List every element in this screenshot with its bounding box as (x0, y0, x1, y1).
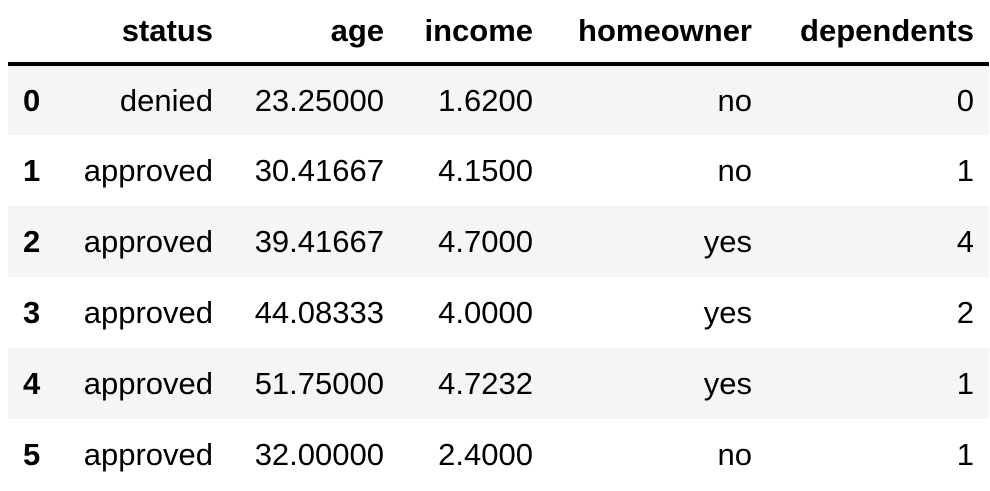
cell-status: denied (60, 64, 228, 135)
table-header: status age income homeowner dependents (8, 0, 989, 66)
header-row: status age income homeowner dependents (8, 0, 989, 66)
cell-status: approved (60, 348, 228, 419)
cell-income: 4.1500 (399, 135, 548, 206)
row-index: 2 (8, 206, 60, 277)
row-index: 0 (8, 64, 60, 135)
cell-homeowner: no (548, 64, 767, 135)
table-row: 0 denied 23.25000 1.6200 no 0 (8, 64, 989, 135)
row-index: 1 (8, 135, 60, 206)
cell-dependents: 1 (767, 135, 989, 206)
header-income: income (399, 0, 548, 66)
table-row: 5 approved 32.00000 2.4000 no 1 (8, 419, 989, 490)
cell-age: 44.08333 (228, 277, 399, 348)
cell-age: 32.00000 (228, 419, 399, 490)
header-dependents: dependents (767, 0, 989, 66)
cell-income: 4.0000 (399, 277, 548, 348)
cell-income: 4.7232 (399, 348, 548, 419)
cell-status: approved (60, 419, 228, 490)
header-homeowner: homeowner (548, 0, 767, 66)
cell-dependents: 4 (767, 206, 989, 277)
cell-homeowner: no (548, 135, 767, 206)
cell-dependents: 0 (767, 64, 989, 135)
cell-homeowner: no (548, 419, 767, 490)
table-row: 3 approved 44.08333 4.0000 yes 2 (8, 277, 989, 348)
cell-income: 1.6200 (399, 64, 548, 135)
cell-age: 30.41667 (228, 135, 399, 206)
cell-status: approved (60, 135, 228, 206)
row-index: 5 (8, 419, 60, 490)
header-age: age (228, 0, 399, 66)
cell-income: 4.7000 (399, 206, 548, 277)
row-index: 4 (8, 348, 60, 419)
cell-dependents: 1 (767, 348, 989, 419)
cell-age: 51.75000 (228, 348, 399, 419)
cell-age: 23.25000 (228, 64, 399, 135)
header-index (8, 0, 60, 66)
table-row: 4 approved 51.75000 4.7232 yes 1 (8, 348, 989, 419)
cell-income: 2.4000 (399, 419, 548, 490)
cell-homeowner: yes (548, 277, 767, 348)
cell-status: approved (60, 277, 228, 348)
dataframe-table: status age income homeowner dependents 0… (8, 0, 989, 490)
header-status: status (60, 0, 228, 66)
cell-dependents: 2 (767, 277, 989, 348)
table-body: 0 denied 23.25000 1.6200 no 0 1 approved… (8, 64, 989, 490)
table-row: 1 approved 30.41667 4.1500 no 1 (8, 135, 989, 206)
row-index: 3 (8, 277, 60, 348)
cell-status: approved (60, 206, 228, 277)
cell-homeowner: yes (548, 348, 767, 419)
cell-age: 39.41667 (228, 206, 399, 277)
table-row: 2 approved 39.41667 4.7000 yes 4 (8, 206, 989, 277)
cell-dependents: 1 (767, 419, 989, 490)
cell-homeowner: yes (548, 206, 767, 277)
